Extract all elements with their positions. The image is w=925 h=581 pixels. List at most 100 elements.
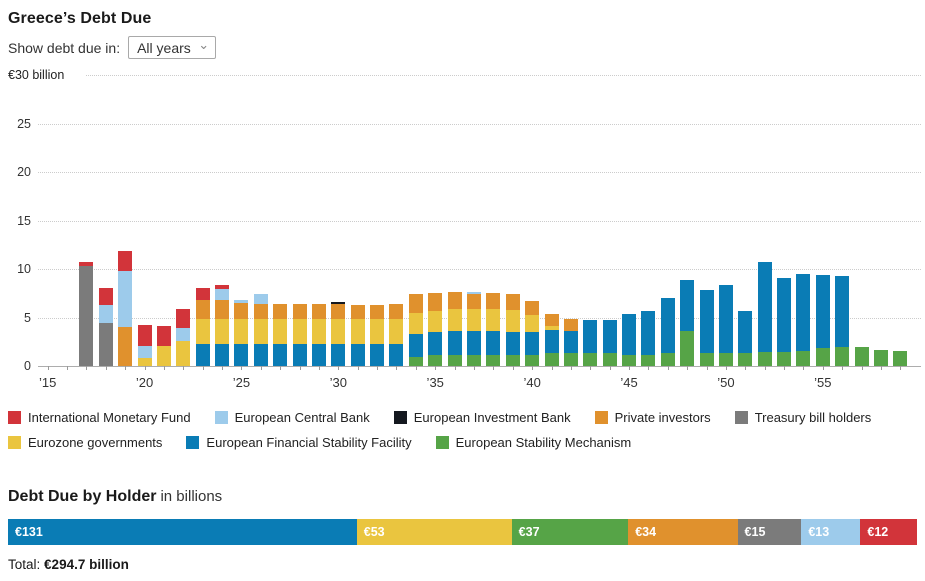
segment-efsf-2044[interactable] (602, 320, 617, 354)
bar-2028[interactable] (292, 303, 307, 366)
segment-efsf-2054[interactable] (796, 273, 811, 352)
segment-esm-2052[interactable] (757, 352, 772, 366)
segment-eurozone-2033[interactable] (389, 318, 404, 344)
bar-2041[interactable] (544, 313, 559, 366)
segment-efsf-2032[interactable] (370, 343, 385, 366)
segment-esm-2051[interactable] (738, 353, 753, 366)
segment-imf-2023[interactable] (195, 287, 210, 301)
segment-ecb-2020[interactable] (137, 345, 152, 359)
segment-efsf-2049[interactable] (699, 290, 714, 354)
segment-esm-2035[interactable] (428, 355, 443, 366)
bar-2031[interactable] (350, 304, 365, 366)
bar-2038[interactable] (486, 293, 501, 366)
segment-private-2033[interactable] (389, 303, 404, 319)
bar-2036[interactable] (447, 292, 462, 366)
bar-2050[interactable] (718, 284, 733, 366)
segment-efsf-2030[interactable] (331, 343, 346, 366)
holder-bar-segment-efsf[interactable]: €131 (8, 519, 357, 545)
holder-bar-segment-eurozone[interactable]: €53 (356, 519, 512, 545)
segment-esm-2059[interactable] (893, 351, 908, 366)
segment-private-2019[interactable] (118, 327, 133, 366)
segment-efsf-2046[interactable] (641, 310, 656, 356)
segment-efsf-2031[interactable] (350, 343, 365, 366)
segment-treasury-2017[interactable] (79, 266, 94, 366)
segment-eurozone-2035[interactable] (428, 310, 443, 333)
segment-eurozone-2025[interactable] (234, 318, 249, 344)
segment-eurozone-2038[interactable] (486, 308, 501, 332)
segment-esm-2034[interactable] (408, 357, 423, 366)
segment-esm-2050[interactable] (718, 353, 733, 366)
segment-private-2042[interactable] (563, 318, 578, 332)
segment-private-2031[interactable] (350, 304, 365, 319)
bar-2044[interactable] (602, 320, 617, 366)
bar-2021[interactable] (156, 326, 171, 366)
segment-private-2024[interactable] (215, 300, 230, 319)
segment-esm-2045[interactable] (622, 355, 637, 366)
segment-efsf-2023[interactable] (195, 343, 210, 366)
segment-eurozone-2039[interactable] (505, 309, 520, 333)
segment-private-2035[interactable] (428, 293, 443, 311)
bar-2033[interactable] (389, 303, 404, 366)
bar-2039[interactable] (505, 294, 520, 366)
bar-2043[interactable] (583, 320, 598, 366)
segment-efsf-2036[interactable] (447, 331, 462, 356)
bar-2046[interactable] (641, 310, 656, 366)
segment-esm-2036[interactable] (447, 355, 462, 366)
bar-2035[interactable] (428, 293, 443, 366)
segment-imf-2024[interactable] (215, 284, 230, 289)
segment-esm-2042[interactable] (563, 353, 578, 366)
segment-eurozone-2023[interactable] (195, 318, 210, 344)
bar-2056[interactable] (835, 275, 850, 366)
segment-esm-2054[interactable] (796, 351, 811, 366)
bar-2054[interactable] (796, 273, 811, 366)
segment-efsf-2034[interactable] (408, 334, 423, 358)
segment-esm-2044[interactable] (602, 353, 617, 366)
segment-efsf-2029[interactable] (311, 343, 326, 366)
segment-efsf-2050[interactable] (718, 284, 733, 354)
bar-2027[interactable] (273, 303, 288, 366)
holder-bar-segment-imf[interactable]: €12 (860, 519, 917, 545)
segment-private-2032[interactable] (370, 304, 385, 319)
segment-eurozone-2022[interactable] (176, 340, 191, 366)
segment-imf-2018[interactable] (98, 288, 113, 305)
bar-2032[interactable] (370, 304, 385, 366)
segment-efsf-2024[interactable] (215, 343, 230, 366)
segment-imf-2019[interactable] (118, 250, 133, 271)
segment-esm-2041[interactable] (544, 353, 559, 366)
segment-efsf-2042[interactable] (563, 331, 578, 354)
segment-ecb-2025[interactable] (234, 300, 249, 304)
segment-private-2039[interactable] (505, 294, 520, 310)
bar-2030[interactable] (331, 302, 346, 366)
segment-esm-2047[interactable] (660, 353, 675, 366)
segment-esm-2040[interactable] (525, 355, 540, 366)
segment-eurozone-2041[interactable] (544, 326, 559, 331)
segment-imf-2022[interactable] (176, 308, 191, 329)
segment-private-2025[interactable] (234, 303, 249, 319)
segment-eurozone-2034[interactable] (408, 312, 423, 335)
segment-private-2028[interactable] (292, 303, 307, 319)
bar-2053[interactable] (777, 277, 792, 366)
holder-bar-segment-private[interactable]: €34 (628, 519, 738, 545)
segment-private-2036[interactable] (447, 292, 462, 309)
segment-efsf-2047[interactable] (660, 298, 675, 354)
segment-eurozone-2027[interactable] (273, 318, 288, 344)
segment-imf-2017[interactable] (79, 262, 94, 267)
segment-efsf-2025[interactable] (234, 343, 249, 366)
segment-private-2034[interactable] (408, 294, 423, 313)
segment-efsf-2056[interactable] (835, 275, 850, 347)
segment-eurozone-2021[interactable] (156, 345, 171, 366)
segment-esm-2057[interactable] (854, 346, 869, 366)
bar-2020[interactable] (137, 325, 152, 366)
segment-efsf-2035[interactable] (428, 332, 443, 356)
segment-efsf-2045[interactable] (622, 313, 637, 356)
bar-2034[interactable] (408, 294, 423, 366)
holder-bar-segment-esm[interactable]: €37 (511, 519, 629, 545)
segment-efsf-2041[interactable] (544, 330, 559, 354)
segment-esm-2056[interactable] (835, 346, 850, 366)
segment-private-2029[interactable] (311, 303, 326, 319)
bar-2026[interactable] (253, 294, 268, 366)
segment-eurozone-2032[interactable] (370, 318, 385, 344)
segment-eurozone-2030[interactable] (331, 318, 346, 344)
segment-ecb-2037[interactable] (467, 292, 481, 295)
segment-eurozone-2040[interactable] (525, 314, 540, 333)
